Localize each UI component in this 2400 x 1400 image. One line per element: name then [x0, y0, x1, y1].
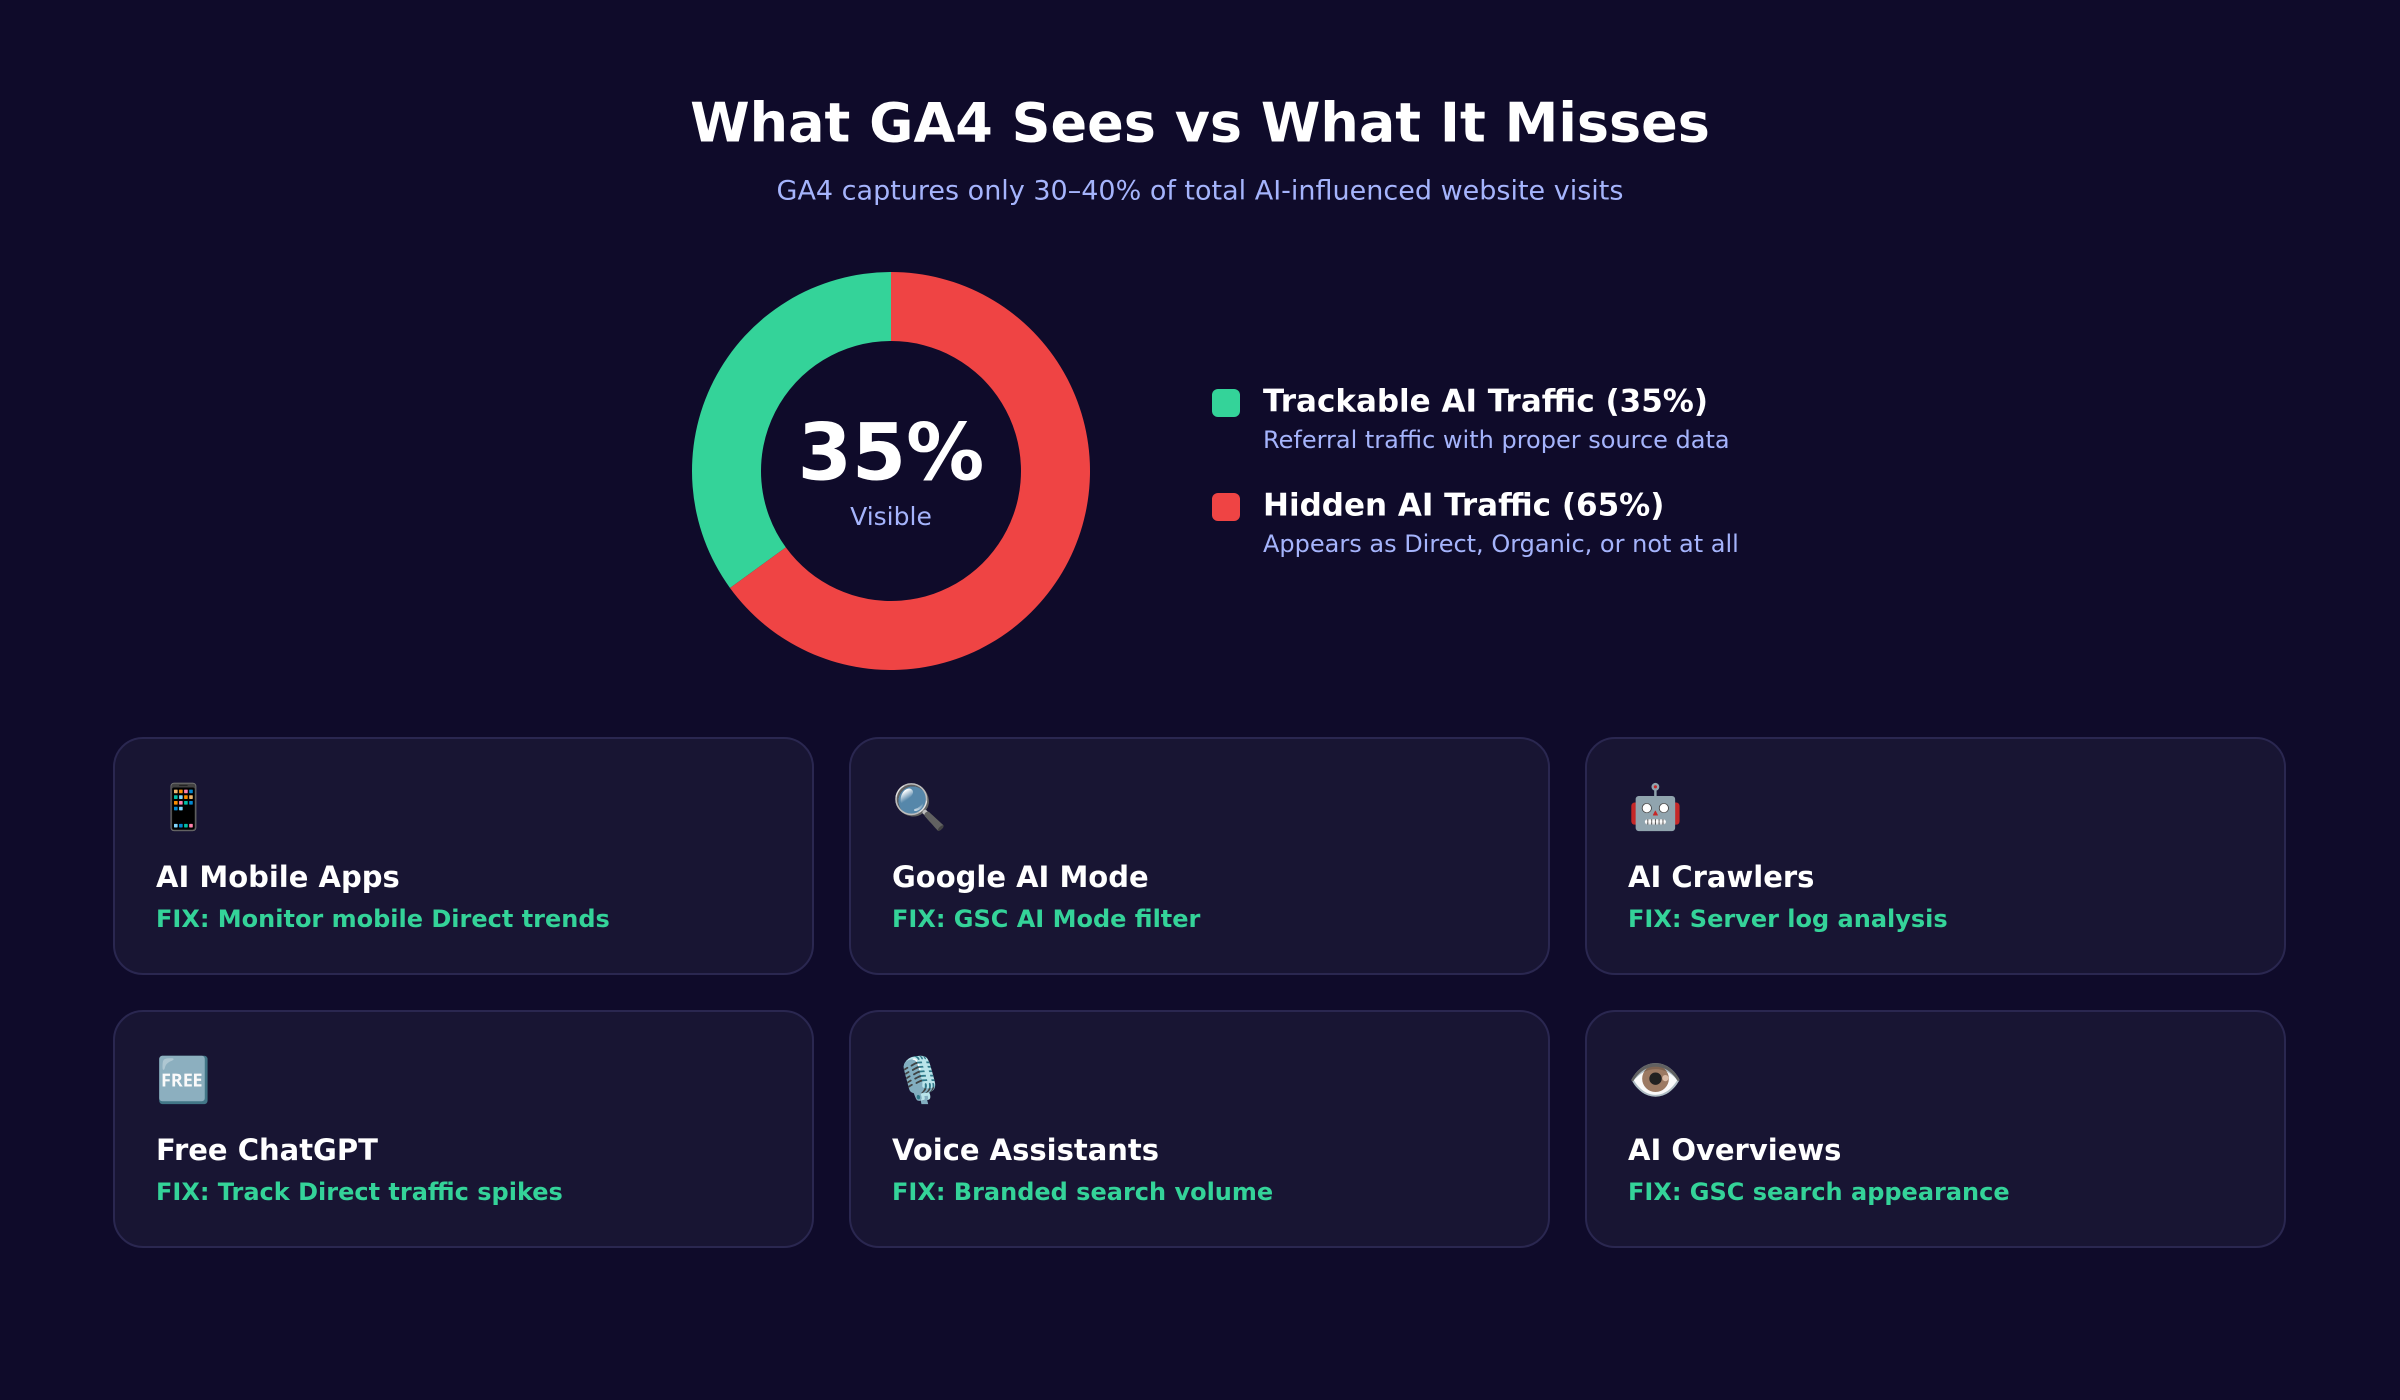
legend-label: Hidden AI Traffic (65%) [1263, 488, 1664, 524]
card-fix: FIX: Monitor mobile Direct trends [156, 905, 610, 933]
issue-card: 🔍 Google AI Mode FIX: GSC AI Mode filter [849, 737, 1550, 975]
card-icon: 🔍 [892, 782, 947, 833]
card-title: Google AI Mode [892, 860, 1149, 894]
chart-title: What GA4 Sees vs What It Misses [690, 92, 1710, 155]
chart: What GA4 Sees vs What It Misses GA4 capt… [690, 92, 1739, 671]
card-fix: FIX: Branded search volume [892, 1178, 1274, 1206]
center-caption: Visible [850, 502, 932, 531]
legend-description: Appears as Direct, Organic, or not at al… [1263, 530, 1739, 558]
card-title: AI Overviews [1628, 1133, 1842, 1167]
card-fix: FIX: GSC AI Mode filter [892, 905, 1201, 933]
card-fix: FIX: Track Direct traffic spikes [156, 1178, 563, 1206]
card-icon: 🤖 [1628, 782, 1683, 833]
legend-swatch [1212, 493, 1240, 521]
center-value: 35% [798, 408, 985, 498]
legend-swatch [1212, 389, 1240, 417]
issue-card: 🤖 AI Crawlers FIX: Server log analysis [1585, 737, 2286, 975]
legend-label: Trackable AI Traffic (35%) [1263, 384, 1708, 420]
card-icon: 👁️ [1628, 1055, 1683, 1106]
donut-segment [730, 272, 1090, 671]
donut-segment [691, 272, 891, 588]
issue-card: 📱 AI Mobile Apps FIX: Monitor mobile Direc… [113, 737, 814, 975]
legend-description: Referral traffic with proper source data [1263, 426, 1730, 454]
issue-card: 🎙️ Voice Assistants FIX: Branded search vo… [849, 1010, 1550, 1248]
card-fix: FIX: Server log analysis [1628, 905, 1948, 933]
card-title: Free ChatGPT [156, 1133, 378, 1167]
issue-card: 🆓 Free ChatGPT FIX: Track Direct traffic s… [113, 1010, 814, 1248]
card-icon: 📱 [156, 782, 211, 833]
card-title: AI Mobile Apps [156, 860, 400, 894]
card-icon: 🎙️ [892, 1055, 947, 1106]
card-title: AI Crawlers [1628, 860, 1815, 894]
chart-subtitle: GA4 captures only 30–40% of total AI-inf… [777, 176, 1624, 207]
issue-card: 👁️ AI Overviews FIX: GSC search appearance [1585, 1010, 2286, 1248]
card-icon: 🆓 [156, 1055, 211, 1106]
card-fix: FIX: GSC search appearance [1628, 1178, 2010, 1206]
card-title: Voice Assistants [892, 1133, 1160, 1167]
